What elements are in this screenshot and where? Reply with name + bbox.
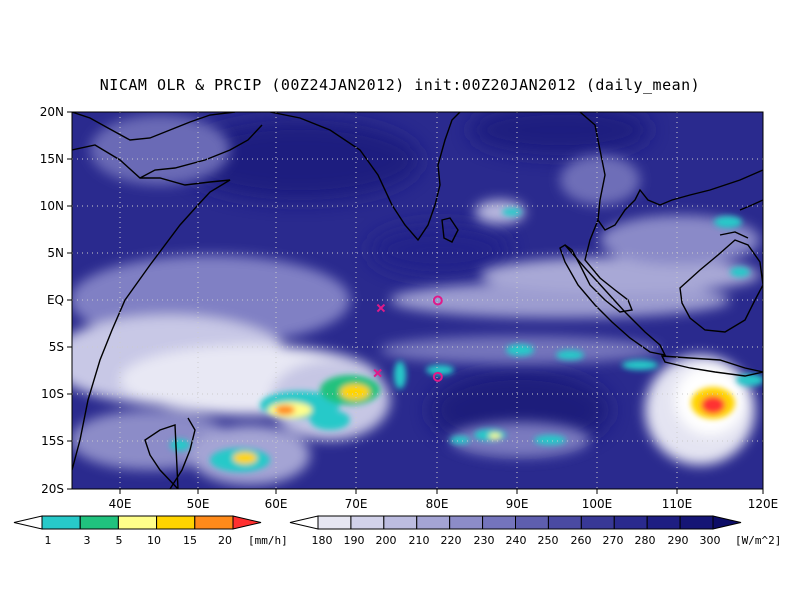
lon-label: 60E (265, 497, 288, 511)
coastlines (72, 112, 763, 489)
gridlines (72, 112, 763, 489)
olr-cbar-swatch (613, 515, 648, 530)
precip-cbar-label: 20 (218, 534, 232, 547)
precip-cbar-swatch (41, 515, 81, 530)
lat-labels: 20N 15N 10N 5N EQ 5S 10S 15S 20S (40, 105, 64, 496)
olr-cbar-label: 240 (506, 534, 527, 547)
olr-cbar-swatch (580, 515, 615, 530)
lon-label: 90E (506, 497, 529, 511)
lon-label: 100E (582, 497, 613, 511)
olr-field (72, 112, 763, 489)
olr-cbar-unit: [W/m^2] (735, 534, 781, 547)
olr-colorbar (289, 515, 742, 530)
olr-cbar-arrow-left (289, 515, 319, 530)
lat-label: 15S (41, 434, 64, 448)
axis-ticks (67, 111, 764, 494)
olr-cbar-label: 180 (312, 534, 333, 547)
olr-cbar-swatch (482, 515, 517, 530)
olr-cbar-swatch (646, 515, 681, 530)
olr-cbar-swatch (679, 515, 714, 530)
precip-cbar-swatch (156, 515, 196, 530)
precip-cbar-swatch (194, 515, 234, 530)
olr-cbar-swatch (547, 515, 582, 530)
lon-labels: 40E 50E 60E 70E 80E 90E 100E 110E 120E (109, 497, 779, 511)
precip-cbar-arrow-right (232, 515, 262, 530)
precip-cbar-label: 5 (116, 534, 123, 547)
lon-label: 110E (662, 497, 693, 511)
lat-label: 5S (49, 340, 64, 354)
olr-cbar-swatch (515, 515, 549, 530)
lat-label: 10S (41, 387, 64, 401)
olr-cbar-arrow-right (712, 515, 742, 530)
olr-cbar-label: 220 (441, 534, 462, 547)
precip-cbar-swatch (117, 515, 158, 530)
precip-cbar-label: 1 (45, 534, 52, 547)
lon-label: 50E (187, 497, 210, 511)
lat-label: 5N (47, 246, 64, 260)
olr-cbar-label: 200 (376, 534, 397, 547)
map-title: NICAM OLR & PRCIP (00Z24JAN2012) init:00… (99, 76, 701, 94)
lon-label: 70E (345, 497, 368, 511)
olr-cbar-swatch (449, 515, 484, 530)
olr-cbar-swatch (350, 515, 385, 530)
olr-cbar-label: 260 (571, 534, 592, 547)
precip-colorbar-labels: 1 3 5 10 15 20 [mm/h] (45, 534, 288, 547)
precip-colorbar (13, 515, 262, 530)
olr-colorbar-labels: 180 190 200 210 220 230 240 250 260 270 … (312, 534, 782, 547)
lat-label: 10N (40, 199, 64, 213)
lat-label: 20S (41, 482, 64, 496)
olr-cbar-swatch (416, 515, 451, 530)
circle-marker (432, 295, 443, 306)
circle-marker (432, 371, 443, 382)
olr-cbar-label: 290 (668, 534, 689, 547)
olr-cbar-label: 230 (474, 534, 495, 547)
lat-label: 15N (40, 152, 64, 166)
lat-label: EQ (47, 293, 64, 307)
precip-cbar-arrow-left (13, 515, 43, 530)
olr-cbar-label: 300 (700, 534, 721, 547)
markers (373, 295, 443, 382)
olr-cbar-swatch (317, 515, 352, 530)
x-marker (373, 368, 382, 378)
precip-cbar-swatch (79, 515, 119, 530)
olr-cbar-label: 210 (409, 534, 430, 547)
precip-cbar-label: 10 (147, 534, 161, 547)
olr-cbar-label: 250 (538, 534, 559, 547)
lon-label: 40E (109, 497, 132, 511)
olr-cbar-label: 280 (635, 534, 656, 547)
lat-label: 20N (40, 105, 64, 119)
olr-cbar-swatch (383, 515, 418, 530)
x-marker (376, 303, 386, 313)
precip-cbar-label: 15 (183, 534, 197, 547)
precip-cbar-label: 3 (84, 534, 91, 547)
lon-label: 120E (748, 497, 779, 511)
olr-cbar-label: 190 (344, 534, 365, 547)
precip-field (170, 208, 763, 472)
olr-cbar-label: 270 (603, 534, 624, 547)
precip-cbar-unit: [mm/h] (248, 534, 288, 547)
lon-label: 80E (426, 497, 449, 511)
